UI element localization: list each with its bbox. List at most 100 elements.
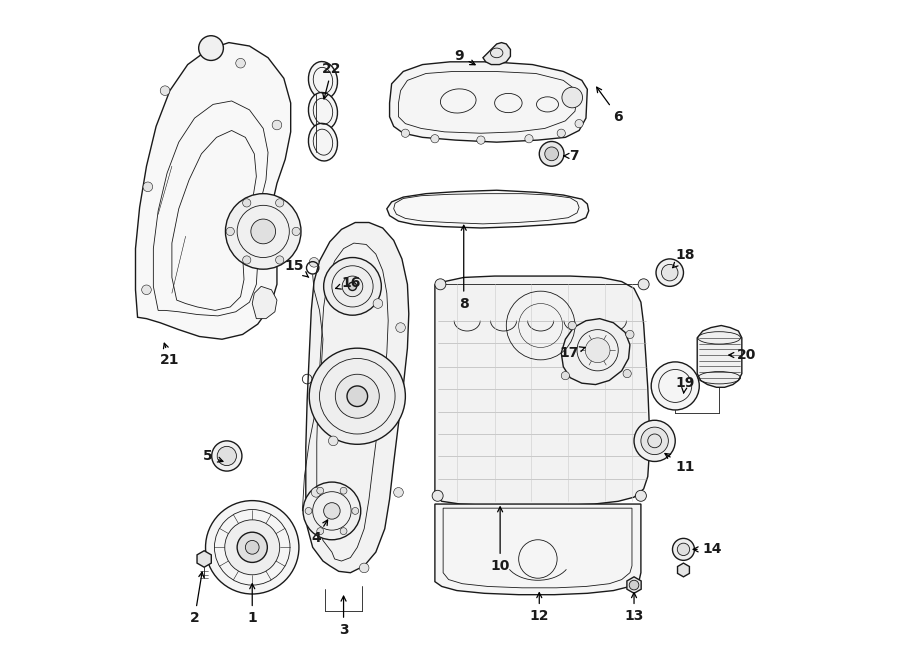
Polygon shape: [306, 222, 409, 573]
Circle shape: [310, 258, 319, 267]
Circle shape: [303, 482, 361, 540]
Circle shape: [160, 86, 170, 95]
Text: 11: 11: [665, 453, 695, 474]
Text: 1: 1: [248, 584, 257, 625]
Ellipse shape: [309, 123, 338, 161]
Circle shape: [317, 528, 324, 535]
Circle shape: [336, 374, 379, 418]
Circle shape: [672, 538, 695, 560]
Circle shape: [143, 182, 153, 191]
Polygon shape: [435, 276, 649, 505]
Circle shape: [243, 199, 251, 207]
Circle shape: [342, 276, 363, 297]
Circle shape: [340, 487, 347, 494]
Circle shape: [641, 427, 669, 455]
Text: 5: 5: [203, 449, 223, 463]
Circle shape: [401, 129, 410, 137]
Circle shape: [626, 330, 634, 338]
Circle shape: [652, 362, 699, 410]
Circle shape: [212, 441, 242, 471]
Circle shape: [477, 136, 485, 144]
Text: 20: 20: [729, 348, 756, 362]
Text: 12: 12: [529, 592, 549, 623]
Text: 13: 13: [625, 592, 643, 623]
Circle shape: [272, 120, 282, 130]
Circle shape: [310, 348, 405, 444]
Polygon shape: [627, 577, 641, 593]
Circle shape: [525, 134, 533, 143]
Circle shape: [348, 282, 356, 291]
Circle shape: [635, 491, 646, 501]
Circle shape: [340, 528, 347, 535]
Circle shape: [275, 256, 284, 264]
Text: 3: 3: [338, 596, 348, 637]
Circle shape: [236, 58, 246, 68]
Circle shape: [324, 502, 340, 519]
Circle shape: [226, 227, 234, 236]
Circle shape: [585, 338, 610, 363]
Text: 9: 9: [454, 50, 475, 65]
Circle shape: [328, 436, 338, 446]
Circle shape: [237, 532, 267, 563]
Polygon shape: [562, 318, 630, 385]
Circle shape: [217, 446, 237, 465]
Circle shape: [562, 371, 570, 380]
Circle shape: [678, 544, 689, 555]
Polygon shape: [483, 42, 510, 65]
Circle shape: [141, 285, 151, 295]
Circle shape: [292, 227, 301, 236]
Text: 19: 19: [675, 375, 695, 393]
Circle shape: [662, 264, 678, 281]
Text: 17: 17: [560, 346, 585, 360]
Circle shape: [557, 129, 565, 137]
Text: 2: 2: [190, 572, 203, 625]
Circle shape: [226, 194, 301, 269]
Circle shape: [317, 487, 324, 494]
Circle shape: [246, 540, 259, 554]
Circle shape: [225, 520, 280, 575]
Text: 7: 7: [563, 149, 579, 163]
Circle shape: [562, 87, 582, 108]
Circle shape: [623, 369, 631, 378]
Circle shape: [634, 420, 675, 461]
Circle shape: [432, 491, 443, 501]
Circle shape: [243, 256, 251, 264]
Circle shape: [359, 563, 369, 573]
Circle shape: [205, 500, 299, 594]
Text: 10: 10: [491, 507, 509, 573]
Circle shape: [435, 279, 446, 290]
Text: 14: 14: [693, 542, 722, 556]
Circle shape: [251, 219, 275, 244]
Circle shape: [199, 36, 223, 60]
Circle shape: [374, 299, 382, 308]
Polygon shape: [252, 287, 277, 318]
Polygon shape: [435, 504, 641, 594]
Polygon shape: [698, 326, 742, 387]
Text: 16: 16: [336, 276, 361, 290]
Circle shape: [393, 488, 403, 497]
Polygon shape: [197, 551, 211, 567]
Circle shape: [275, 199, 284, 207]
Circle shape: [305, 508, 312, 514]
Polygon shape: [678, 563, 689, 577]
Circle shape: [629, 581, 639, 590]
Polygon shape: [390, 62, 588, 142]
Text: 8: 8: [459, 225, 469, 310]
Circle shape: [656, 259, 683, 287]
Circle shape: [568, 321, 576, 330]
Ellipse shape: [309, 93, 338, 130]
Polygon shape: [387, 190, 589, 228]
Ellipse shape: [309, 62, 338, 99]
Circle shape: [324, 258, 382, 315]
Text: 15: 15: [285, 259, 309, 277]
Circle shape: [311, 488, 321, 497]
Text: 4: 4: [311, 520, 328, 545]
Polygon shape: [136, 42, 291, 339]
Text: 6: 6: [597, 87, 623, 124]
Circle shape: [347, 386, 367, 406]
Text: 22: 22: [322, 62, 342, 99]
Circle shape: [431, 134, 439, 143]
Circle shape: [544, 147, 559, 161]
Circle shape: [396, 323, 405, 332]
Circle shape: [352, 508, 359, 514]
